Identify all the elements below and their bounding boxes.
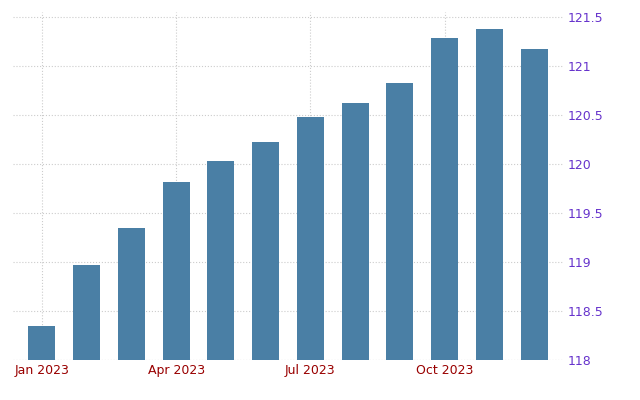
Bar	[73, 265, 100, 360]
Bar	[252, 142, 279, 360]
Bar	[431, 38, 458, 360]
Bar	[28, 326, 55, 360]
Bar	[207, 161, 234, 360]
Bar	[342, 103, 369, 360]
Bar	[163, 182, 189, 360]
Bar	[521, 49, 548, 360]
Bar	[118, 228, 145, 360]
Bar	[387, 82, 413, 360]
Bar	[476, 29, 503, 360]
Bar	[297, 117, 324, 360]
